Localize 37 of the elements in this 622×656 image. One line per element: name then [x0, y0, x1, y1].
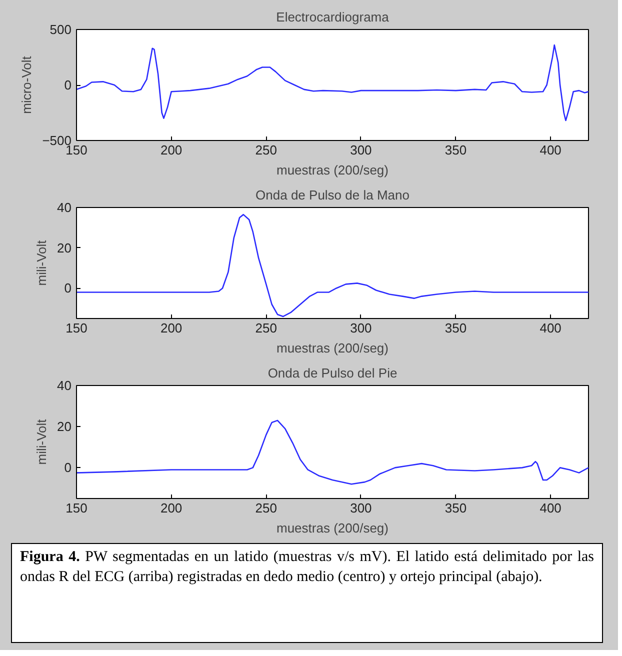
chart-title: Onda de Pulso de la Mano	[256, 188, 410, 202]
chart-title: Electrocardiograma	[276, 10, 390, 24]
y-tick-label: 0	[64, 78, 72, 92]
x-axis-title: muestras (200/seg)	[276, 162, 389, 178]
x-tick-label: 250	[255, 500, 277, 516]
y-tick-label: 20	[57, 419, 72, 434]
x-tick-label: 250	[255, 320, 277, 336]
x-tick-label: 350	[444, 142, 467, 158]
text: Figura 4.	[20, 549, 80, 565]
x-tick-label: 400	[540, 320, 562, 336]
x-tick-label: 150	[66, 320, 88, 336]
y-axis-title: micro-Volt	[19, 56, 34, 114]
line-series	[76, 44, 588, 122]
x-tick-label: 200	[160, 320, 182, 336]
y-axis-title: mili-Volt	[34, 240, 50, 286]
x-axis-title: muestras (200/seg)	[276, 340, 389, 356]
y-tick-label: 0	[64, 280, 72, 296]
x-tick-label: 150	[66, 500, 88, 516]
y-tick-label: 500	[50, 22, 72, 37]
x-tick-label: 350	[444, 320, 467, 336]
line-series	[76, 420, 588, 485]
x-tick-label: 350	[444, 500, 467, 516]
x-tick-label: 300	[350, 500, 372, 516]
y-tick-label: 0	[64, 460, 72, 476]
x-tick-label: 300	[350, 142, 372, 158]
y-tick-label: 40	[57, 200, 72, 215]
x-tick-label: 200	[160, 142, 182, 158]
y-axis-title: mili-Volt	[34, 418, 50, 465]
chart-title: Onda de Pulso del Pie	[268, 366, 398, 380]
x-tick-label: 250	[255, 142, 277, 158]
y-tick-label: 20	[57, 240, 72, 256]
x-axis-title: muestras (200/seg)	[276, 520, 389, 536]
y-tick-label: 40	[57, 378, 72, 393]
x-tick-label: 300	[350, 320, 372, 336]
x-tick-label: 200	[160, 500, 182, 516]
x-tick-label: 400	[540, 500, 562, 516]
x-tick-label: 400	[540, 142, 562, 158]
